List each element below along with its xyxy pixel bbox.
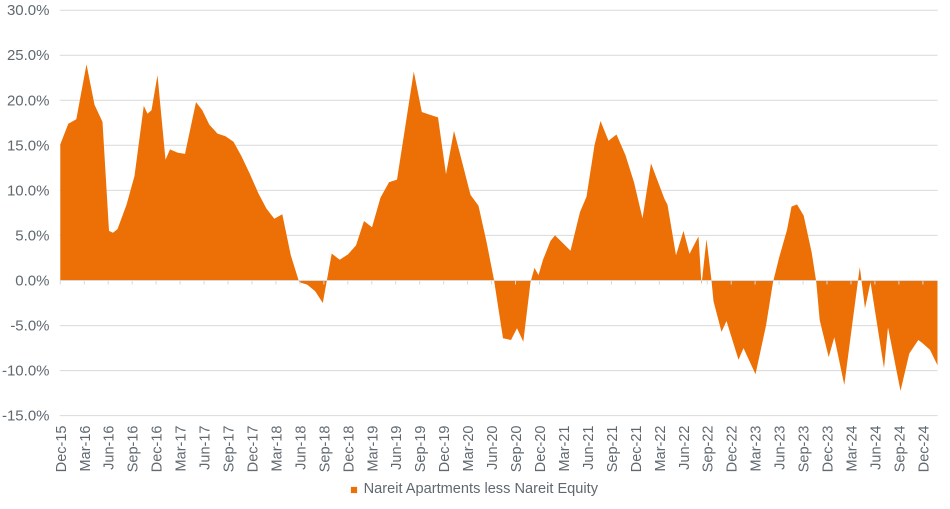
svg-text:Dec-16: Dec-16 <box>150 426 166 473</box>
svg-text:Jun-18: Jun-18 <box>293 426 309 470</box>
svg-text:Sep-19: Sep-19 <box>413 426 429 473</box>
svg-text:Dec-21: Dec-21 <box>629 426 645 473</box>
svg-text:-15.0%: -15.0% <box>2 408 50 425</box>
svg-text:Mar-18: Mar-18 <box>269 426 285 472</box>
svg-text:Jun-16: Jun-16 <box>102 426 118 470</box>
svg-text:Mar-19: Mar-19 <box>365 426 381 472</box>
svg-text:Jun-23: Jun-23 <box>773 426 789 470</box>
svg-text:15.0%: 15.0% <box>7 137 50 154</box>
svg-text:Sep-23: Sep-23 <box>797 426 813 473</box>
svg-text:Mar-21: Mar-21 <box>557 426 573 472</box>
svg-text:Jun-17: Jun-17 <box>198 426 214 470</box>
svg-text:Sep-21: Sep-21 <box>605 426 621 473</box>
svg-text:Mar-17: Mar-17 <box>174 426 190 472</box>
svg-text:Sep-24: Sep-24 <box>892 426 908 473</box>
svg-text:Dec-19: Dec-19 <box>437 426 453 473</box>
svg-text:Jun-19: Jun-19 <box>389 426 405 470</box>
svg-text:Jun-22: Jun-22 <box>677 426 693 470</box>
svg-text:5.0%: 5.0% <box>15 227 49 244</box>
svg-text:Dec-18: Dec-18 <box>341 426 357 473</box>
svg-text:Mar-16: Mar-16 <box>78 426 94 472</box>
svg-text:25.0%: 25.0% <box>7 47 50 64</box>
svg-text:Jun-24: Jun-24 <box>868 426 884 470</box>
svg-text:Dec-17: Dec-17 <box>246 426 262 473</box>
svg-text:Dec-24: Dec-24 <box>916 426 932 473</box>
svg-text:-10.0%: -10.0% <box>2 363 50 380</box>
svg-text:Sep-20: Sep-20 <box>509 426 525 473</box>
svg-text:Dec-20: Dec-20 <box>533 426 549 473</box>
svg-text:Jun-21: Jun-21 <box>581 426 597 470</box>
svg-text:Dec-22: Dec-22 <box>725 426 741 473</box>
svg-text:Dec-15: Dec-15 <box>54 426 70 473</box>
svg-text:Mar-22: Mar-22 <box>653 426 669 472</box>
svg-text:Sep-17: Sep-17 <box>222 426 238 473</box>
svg-text:30.0%: 30.0% <box>7 2 50 19</box>
svg-text:Mar-24: Mar-24 <box>845 426 861 472</box>
svg-text:Mar-20: Mar-20 <box>461 425 477 471</box>
svg-text:10.0%: 10.0% <box>7 182 50 199</box>
svg-text:20.0%: 20.0% <box>7 92 50 109</box>
svg-text:Sep-22: Sep-22 <box>701 426 717 473</box>
svg-text:Sep-18: Sep-18 <box>317 426 333 473</box>
svg-text:-5.0%: -5.0% <box>10 318 49 335</box>
svg-text:Jun-20: Jun-20 <box>485 425 501 469</box>
svg-text:Sep-16: Sep-16 <box>126 426 142 473</box>
svg-text:Nareit Apartments less Nareit: Nareit Apartments less Nareit Equity <box>364 481 599 497</box>
svg-text:Mar-23: Mar-23 <box>749 426 765 472</box>
svg-text:0.0%: 0.0% <box>15 273 49 290</box>
svg-text:Dec-23: Dec-23 <box>821 426 837 473</box>
